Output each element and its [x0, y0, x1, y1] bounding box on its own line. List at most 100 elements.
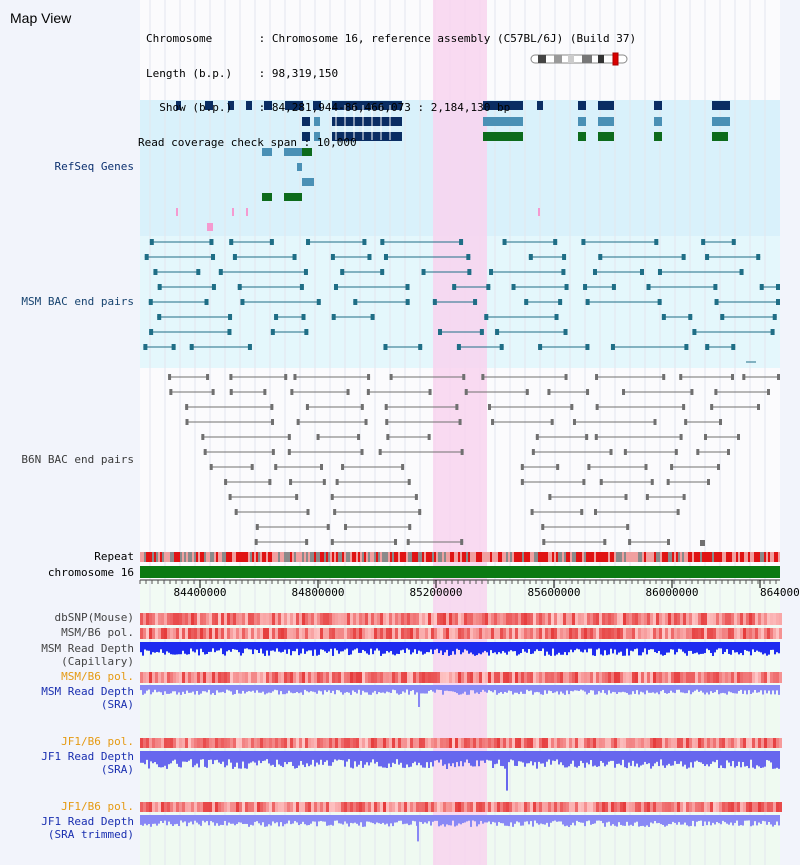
chromosome-ideogram[interactable] [530, 52, 630, 66]
jf1-depth-sra-bar [502, 751, 504, 767]
bac-end [383, 344, 388, 350]
track-label-b6n-bac-end-pairs[interactable]: B6N BAC end pairs [21, 453, 134, 466]
jf1-b6-pol-cell [443, 738, 446, 748]
jf1-b6-pol-2-cell [560, 802, 563, 812]
msm-b6-pol-cell [539, 628, 542, 639]
repeat-segment [574, 552, 576, 562]
msm-b6-pol-sra-cell [458, 672, 461, 683]
msm-b6-pol-sra-cell [470, 672, 473, 683]
repeat-segment [680, 552, 682, 562]
bac-end [767, 389, 770, 395]
dbsnp-cell [395, 613, 398, 625]
msm-depth-capillary-bar [700, 642, 702, 654]
jf1-depth-trimmed-bar [336, 815, 338, 821]
msm-b6-pol-cell [200, 628, 203, 639]
jf1-depth-trimmed-bar [534, 815, 536, 821]
msm-depth-capillary-bar [462, 642, 464, 653]
jf1-depth-sra-bar [346, 751, 348, 762]
msm-b6-pol-cell [197, 628, 200, 639]
bac-end [293, 374, 297, 380]
bac-end [682, 494, 686, 500]
bac-end [558, 299, 563, 305]
msm-b6-pol-sra-cell [617, 672, 620, 683]
msm-depth-capillary-bar [398, 642, 400, 655]
gene-feature [262, 193, 272, 201]
track-label-msm-b6-pol[interactable]: MSM/B6 pol. [61, 626, 134, 639]
repeat-segment [550, 552, 552, 562]
jf1-depth-trimmed-bar [326, 815, 328, 826]
track-label-dbsnp[interactable]: dbSNP(Mouse) [54, 611, 134, 624]
jf1-depth-sra-bar [760, 751, 762, 768]
jf1-depth-trimmed-bar [594, 815, 596, 824]
msm-depth-sra-bar [676, 685, 678, 690]
jf1-depth-sra-bar [562, 751, 564, 766]
msm-b6-pol-cell [581, 628, 584, 639]
bac-end [333, 284, 338, 290]
msm-depth-capillary-bar [720, 642, 722, 649]
jf1-b6-pol-2-cell [719, 802, 722, 812]
msm-depth-capillary-bar [604, 642, 606, 651]
dbsnp-cell [425, 613, 428, 625]
jf1-depth-sra-bar [712, 751, 714, 762]
dbsnp-cell [620, 613, 623, 625]
msm-b6-pol-sra-cell [218, 672, 221, 683]
msm-b6-pol-cell [164, 628, 167, 639]
msm-b6-pol-sra-cell [737, 672, 740, 683]
jf1-depth-sra-bar [400, 751, 402, 763]
track-label-jf1-read-depth-trimmed[interactable]: JF1 Read Depth [41, 815, 134, 828]
jf1-b6-pol-cell [326, 738, 329, 748]
msm-depth-sra-bar [514, 685, 516, 693]
jf1-b6-pol-cell [341, 738, 344, 748]
track-label-jf1-b6-pol-2[interactable]: JF1/B6 pol. [61, 800, 134, 813]
jf1-depth-sra-bar [770, 751, 772, 763]
msm-b6-pol-sra-cell [446, 672, 449, 683]
jf1-b6-pol-2-cell [161, 802, 164, 812]
jf1-depth-trimmed-bar [708, 815, 710, 822]
bac-end [432, 299, 437, 305]
bac-end [467, 269, 472, 275]
msm-depth-sra-bar [454, 685, 456, 693]
track-label-chromosome[interactable]: chromosome 16 [47, 566, 134, 579]
jf1-depth-trimmed-bar [528, 815, 530, 825]
msm-b6-pol-cell [500, 628, 503, 639]
track-label-jf1-b6-pol[interactable]: JF1/B6 pol. [61, 735, 134, 748]
track-label-msm-read-depth-capillary[interactable]: MSM Read Depth [41, 642, 134, 655]
jf1-depth-sra-bar [716, 751, 718, 760]
msm-b6-pol-cell [284, 628, 287, 639]
track-label-jf1-read-depth-sra[interactable]: JF1 Read Depth [41, 750, 134, 763]
jf1-b6-pol-2-cell [476, 802, 479, 812]
jf1-depth-trimmed-bar [358, 815, 360, 826]
repeat-segment [358, 552, 360, 562]
msm-b6-pol-cell [587, 628, 590, 639]
msm-depth-sra-bar [696, 685, 698, 690]
jf1-depth-sra-bar [200, 751, 202, 760]
jf1-depth-sra-bar [160, 751, 162, 768]
msm-b6-pol-sra-cell [767, 672, 770, 683]
dbsnp-cell [749, 613, 752, 625]
msm-depth-capillary-bar [162, 642, 164, 653]
track-label-msm-b6-pol-sra[interactable]: MSM/B6 pol. [61, 670, 134, 683]
msm-depth-sra-bar [592, 685, 594, 691]
msm-depth-capillary-bar [458, 642, 460, 650]
track-label-repeat[interactable]: Repeat [94, 550, 134, 563]
jf1-depth-sra-bar [298, 751, 300, 766]
repeat-segment [752, 552, 754, 562]
jf1-depth-sra-bar [398, 751, 400, 765]
msm-b6-pol-cell [644, 628, 647, 639]
msm-b6-pol-sra-cell [452, 672, 455, 683]
track-label-msm-bac-end-pairs[interactable]: MSM BAC end pairs [21, 295, 134, 308]
bac-end [564, 284, 569, 290]
jf1-depth-sra-bar [420, 751, 422, 766]
msm-depth-sra-bar [214, 685, 216, 695]
msm-b6-pol-cell [722, 628, 725, 639]
msm-b6-pol-sra-cell [383, 672, 386, 683]
track-label-refseq-genes[interactable]: RefSeq Genes [54, 160, 134, 173]
jf1-b6-pol-cell [440, 738, 443, 748]
bac-end [705, 344, 710, 350]
track-label-msm-read-depth-sra[interactable]: MSM Read Depth [41, 685, 134, 698]
jf1-depth-sra-bar [456, 751, 458, 763]
jf1-b6-pol-2-cell [368, 802, 371, 812]
jf1-depth-sra-bar [510, 751, 512, 760]
jf1-depth-sra-bar [224, 751, 226, 768]
